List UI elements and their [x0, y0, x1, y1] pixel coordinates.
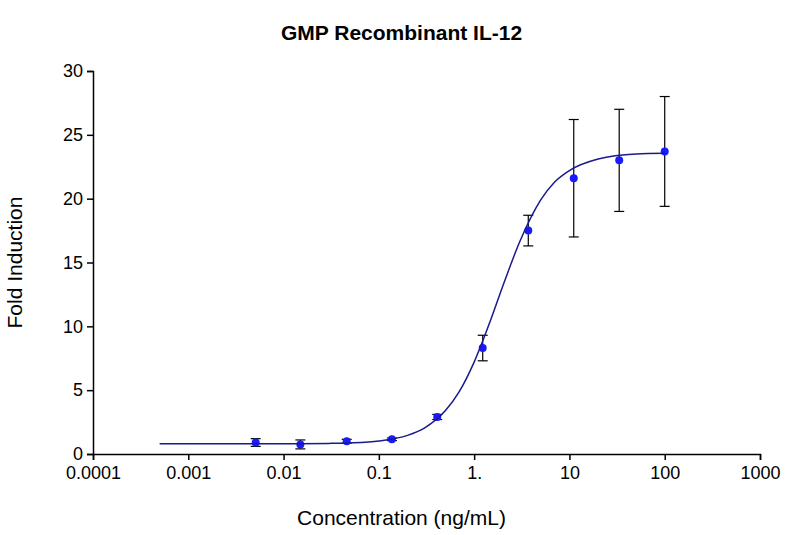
- error-bar-cap: [614, 211, 624, 212]
- x-tick: 0.1: [367, 454, 392, 483]
- x-tick: 0.01: [267, 454, 302, 483]
- x-tick: 1000: [740, 454, 780, 483]
- y-tick-label: 15: [63, 253, 83, 273]
- chart: 0.0001 0.001 0.01 0.1 1. 10 100 1000 0 5 10 15 20 25 3…: [0, 0, 802, 535]
- y-tick: 15: [63, 253, 93, 273]
- y-tick-label: 5: [73, 380, 83, 400]
- error-bar-cap: [660, 96, 670, 97]
- y-tick-mark: [87, 262, 93, 264]
- error-bar-cap: [569, 119, 579, 120]
- y-tick-mark: [87, 454, 93, 456]
- y-tick-mark: [87, 71, 93, 73]
- y-tick: 10: [63, 317, 93, 337]
- x-tick: 100: [650, 454, 680, 483]
- y-tick-mark: [87, 326, 93, 328]
- x-tick-mark: [760, 454, 762, 460]
- fit-curve: [160, 153, 665, 443]
- x-tick-mark: [283, 454, 285, 460]
- error-bar-cap: [614, 109, 624, 110]
- data-point: [661, 147, 669, 155]
- x-tick-mark: [569, 454, 571, 460]
- y-tick-label: 10: [63, 317, 83, 337]
- x-axis-line: [94, 455, 761, 461]
- x-tick-mark: [188, 454, 190, 460]
- y-axis-title: Fold Induction: [3, 197, 26, 329]
- y-tick-mark: [87, 198, 93, 200]
- y-tick: 20: [63, 189, 93, 209]
- error-bar-cap: [295, 439, 305, 440]
- data-point: [615, 156, 623, 164]
- y-axis: 0 5 10 15 20 25 30: [63, 61, 94, 464]
- x-tick-mark: [379, 454, 381, 460]
- x-tick: 1.: [467, 454, 482, 483]
- x-tick-label: 1000: [740, 463, 780, 483]
- error-bar-cap: [569, 236, 579, 237]
- y-axis-line: [87, 72, 94, 455]
- data-point: [252, 439, 260, 447]
- y-tick: 25: [63, 125, 93, 145]
- error-bar-cap: [478, 335, 488, 336]
- x-axis-title: Concentration (ng/mL): [297, 506, 506, 529]
- y-tick: 0: [73, 444, 93, 464]
- error-bar: [660, 97, 670, 207]
- y-tick-label: 25: [63, 125, 83, 145]
- error-bar-cap: [478, 360, 488, 361]
- error-bar: [569, 120, 579, 237]
- error-bar: [251, 439, 261, 447]
- x-axis: 0.0001 0.001 0.01 0.1 1. 10 100 1000: [66, 454, 781, 483]
- title: GMP Recombinant IL-12: [281, 21, 522, 44]
- x-tick-label: 0.01: [267, 463, 302, 483]
- error-bar-cap: [295, 448, 305, 449]
- error-bar: [614, 109, 624, 211]
- x-tick: 10: [560, 454, 580, 483]
- error-bar-cap: [660, 206, 670, 207]
- x-tick-label: 0.001: [166, 463, 211, 483]
- data-point: [570, 174, 578, 182]
- y-tick-label: 0: [73, 444, 83, 464]
- plot-area: [160, 97, 670, 449]
- data-point: [343, 437, 351, 445]
- x-tick-mark: [664, 454, 666, 460]
- x-tick-label: 0.1: [367, 463, 392, 483]
- error-bar-cap: [523, 245, 533, 246]
- y-tick-label: 30: [63, 61, 83, 81]
- x-tick-mark: [474, 454, 476, 460]
- y-tick-mark: [87, 390, 93, 392]
- y-tick-mark: [87, 135, 93, 137]
- x-tick: 0.001: [166, 454, 211, 483]
- y-tick-label: 20: [63, 189, 83, 209]
- y-tick: 30: [63, 61, 93, 81]
- x-tick-label: 1.: [467, 463, 482, 483]
- x-tick-label: 10: [560, 463, 580, 483]
- x-tick-label: 100: [650, 463, 680, 483]
- y-tick: 5: [73, 380, 93, 400]
- x-tick-label: 0.0001: [66, 463, 121, 483]
